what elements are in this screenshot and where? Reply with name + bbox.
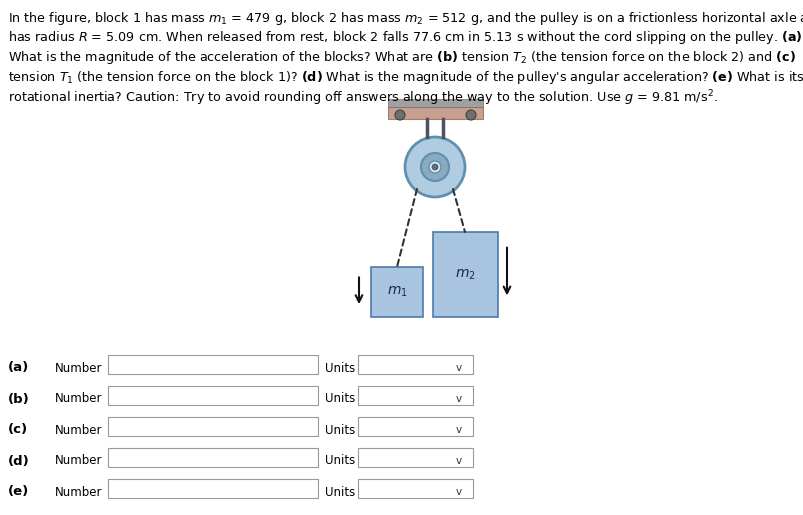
Bar <box>357 479 472 498</box>
Text: Number: Number <box>55 392 102 405</box>
Bar <box>357 386 472 405</box>
Text: In the figure, block 1 has mass $m_1$ = 479 g, block 2 has mass $m_2$ = 512 g, a: In the figure, block 1 has mass $m_1$ = … <box>8 10 803 27</box>
Bar <box>370 267 422 317</box>
Text: $m_2$: $m_2$ <box>454 267 475 282</box>
Circle shape <box>405 137 464 197</box>
Text: has radius $R$ = 5.09 cm. When released from rest, block 2 falls 77.6 cm in 5.13: has radius $R$ = 5.09 cm. When released … <box>8 29 801 46</box>
Circle shape <box>421 153 448 181</box>
Text: Units: Units <box>324 362 355 374</box>
Bar <box>433 232 497 317</box>
Text: (e): (e) <box>8 486 29 499</box>
Text: Number: Number <box>55 455 102 468</box>
Text: v: v <box>455 456 462 466</box>
Text: (a): (a) <box>8 362 29 374</box>
Text: Units: Units <box>324 455 355 468</box>
Text: Units: Units <box>324 423 355 437</box>
Bar <box>108 448 318 467</box>
Text: rotational inertia? Caution: Try to avoid rounding off answers along the way to : rotational inertia? Caution: Try to avoi… <box>8 88 717 108</box>
Text: (c): (c) <box>8 423 28 437</box>
Text: Units: Units <box>324 486 355 499</box>
Text: (b): (b) <box>8 392 30 405</box>
Bar <box>108 386 318 405</box>
Circle shape <box>466 110 475 120</box>
Text: v: v <box>455 487 462 497</box>
Text: $m_1$: $m_1$ <box>386 285 407 299</box>
Text: Number: Number <box>55 362 102 374</box>
Bar <box>108 479 318 498</box>
Bar <box>388 107 483 119</box>
Circle shape <box>429 161 441 173</box>
Circle shape <box>394 110 405 120</box>
Text: What is the magnitude of the acceleration of the blocks? What are $\mathbf{(b)}$: What is the magnitude of the acceleratio… <box>8 49 795 66</box>
Bar <box>108 355 318 374</box>
Bar <box>357 355 472 374</box>
Text: v: v <box>455 425 462 435</box>
Text: (d): (d) <box>8 455 30 468</box>
Bar <box>108 417 318 436</box>
Text: tension $T_1$ (the tension force on the block 1)? $\mathbf{(d)}$ What is the mag: tension $T_1$ (the tension force on the … <box>8 68 803 85</box>
Bar <box>388 99 483 107</box>
Bar <box>357 448 472 467</box>
Text: v: v <box>455 363 462 373</box>
Text: Units: Units <box>324 392 355 405</box>
Text: Number: Number <box>55 423 102 437</box>
Bar <box>357 417 472 436</box>
Circle shape <box>431 164 438 170</box>
Text: v: v <box>455 394 462 404</box>
Text: Number: Number <box>55 486 102 499</box>
